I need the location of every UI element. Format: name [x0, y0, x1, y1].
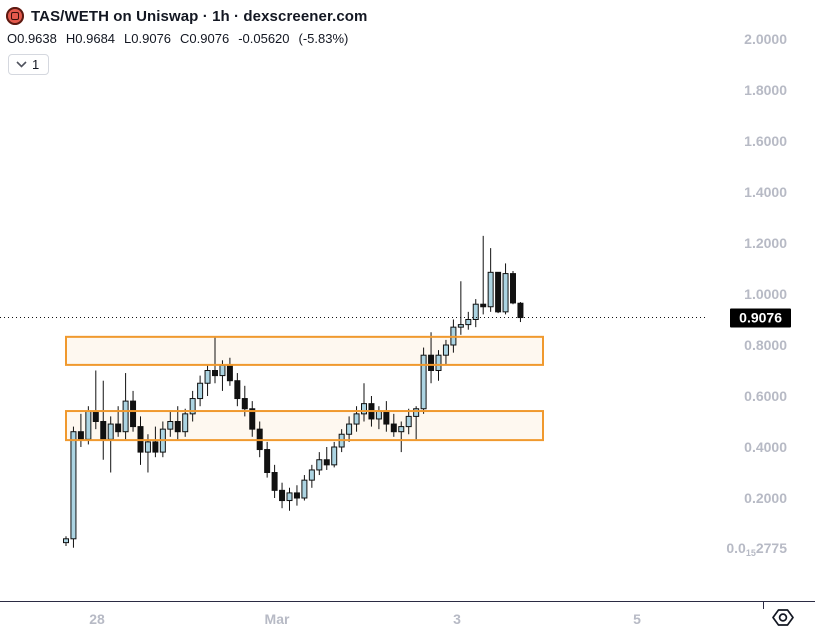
candle-body: [152, 441, 159, 453]
candle-body: [323, 459, 330, 466]
candle-body: [375, 410, 382, 420]
zone-border: [65, 410, 544, 442]
candle-body: [234, 380, 241, 400]
price-axis-label: 1.6000: [744, 133, 787, 149]
candle-body: [204, 370, 211, 384]
ohlc-change: -0.05620: [238, 31, 290, 46]
candle-body: [115, 423, 122, 433]
ohlc-high: H0.9684: [65, 31, 116, 46]
candle-body: [316, 459, 323, 471]
candle-body: [197, 382, 204, 400]
candle-body: [420, 354, 427, 410]
price-axis-label: 1.4000: [744, 184, 787, 200]
time-axis-label: 28: [89, 611, 105, 627]
candle-body: [487, 271, 494, 308]
zone-border: [65, 335, 544, 366]
interval-value: 1: [32, 57, 40, 72]
candle-body: [293, 492, 300, 499]
candle-body: [390, 423, 397, 433]
ohlc-open: O0.9638: [7, 31, 57, 46]
candle-body: [308, 469, 315, 481]
price-axis-label: 1.8000: [744, 82, 787, 98]
candle-body: [226, 364, 233, 382]
price-axis[interactable]: 2.0000 1.8000 1.6000 1.4000 1.2000 1.0000 0.80…: [700, 0, 815, 602]
time-axis-label: 5: [633, 611, 641, 627]
candle-body: [301, 479, 308, 499]
price-axis-label: 0.4000: [744, 439, 787, 455]
candle-body: [100, 421, 107, 440]
ohlc-readout: O0.9638 H0.9684 L0.9076 C0.9076 -0.05620…: [0, 25, 368, 46]
candle-body: [130, 400, 137, 428]
subscript-zero-count: 15: [745, 548, 756, 558]
candle-body: [122, 400, 129, 433]
candle-body: [472, 303, 479, 321]
candle-body: [144, 441, 151, 453]
time-axis-label: 3: [453, 611, 461, 627]
chart-title: TAS/WETH on Uniswap · 1h · dexscreener.c…: [31, 7, 368, 25]
hexagon-eye-icon: [772, 609, 794, 626]
axis-separator-tick: [763, 602, 764, 609]
chevron-down-icon: [16, 61, 27, 68]
chart-header: TAS/WETH on Uniswap · 1h · dexscreener.c…: [0, 0, 368, 75]
time-axis-label: Mar: [264, 611, 290, 627]
candle-body: [353, 413, 360, 425]
candle-body: [331, 446, 338, 466]
ohlc-close: C0.9076: [180, 31, 230, 46]
price-axis-label: 0.0152775: [726, 540, 787, 558]
candle-body: [413, 408, 420, 417]
candle-body: [249, 408, 256, 430]
candle-body: [457, 324, 464, 328]
candle-body: [264, 449, 271, 473]
candle-body: [167, 421, 174, 430]
zone-fill: [66, 411, 543, 441]
candle-body: [286, 492, 293, 502]
candle-body: [442, 344, 449, 356]
candle-body: [241, 398, 248, 410]
candle-body: [77, 431, 84, 440]
price-axis-label: 0.8000: [744, 337, 787, 353]
time-axis[interactable]: 28 Mar 3 5: [0, 601, 815, 634]
candle-body: [495, 271, 502, 313]
candle-body: [107, 423, 114, 440]
candle-body: [465, 319, 472, 326]
candle-body: [398, 426, 405, 433]
current-price-label: 0.9076: [730, 308, 791, 328]
candle-body: [63, 538, 69, 544]
candle-body: [361, 403, 367, 415]
candle-body: [219, 364, 226, 377]
candle-body: [435, 354, 442, 372]
candle-body: [271, 472, 278, 491]
candle-body: [428, 354, 435, 372]
candle-body: [92, 410, 99, 422]
candle-body: [212, 370, 218, 377]
price-axis-label: 0.2000: [744, 490, 787, 506]
eye-icon[interactable]: [771, 608, 795, 627]
candle-body: [510, 273, 516, 304]
ohlc-low: L0.9076: [124, 31, 172, 46]
ohlc-change-pct: (-5.83%): [298, 31, 349, 46]
candle-body: [346, 423, 353, 435]
candle-body: [383, 410, 390, 425]
price-chart-canvas[interactable]: [0, 0, 815, 602]
price-axis-label: 1.0000: [744, 286, 787, 302]
candle-body: [85, 410, 92, 440]
interval-dropdown-button[interactable]: 1: [8, 54, 50, 75]
price-axis-label: 2.0000: [744, 31, 787, 47]
dexscreener-logo-icon: [6, 7, 24, 25]
candle-body: [480, 303, 487, 308]
candle-body: [279, 489, 286, 502]
candle-body: [405, 415, 412, 428]
candle-body: [70, 431, 77, 540]
price-axis-label: 1.2000: [744, 235, 787, 251]
candle-body: [174, 421, 181, 433]
candle-body: [189, 398, 196, 415]
candle-body: [517, 302, 524, 319]
candle-body: [182, 413, 189, 433]
zone-fill: [66, 336, 543, 365]
candle-body: [502, 273, 509, 313]
price-axis-label: 0.6000: [744, 388, 787, 404]
